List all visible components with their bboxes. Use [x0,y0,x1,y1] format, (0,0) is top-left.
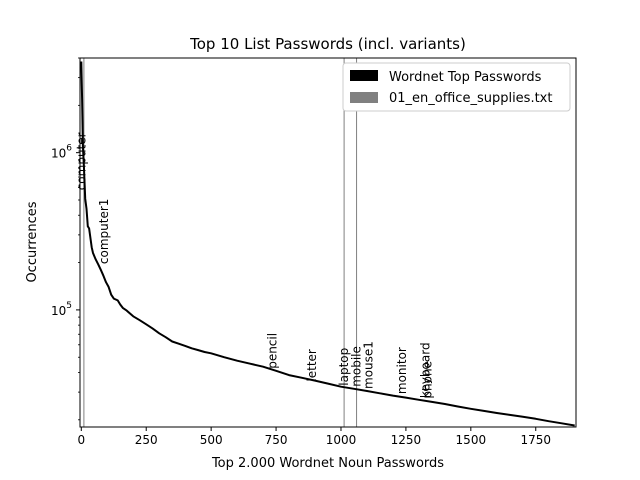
chart-title: Top 10 List Passwords (incl. variants) [189,35,466,53]
x-tick-label-4: 1000 [326,433,357,447]
annotation-keyboard: keyboard [418,342,432,398]
legend: Wordnet Top Passwords 01_en_office_suppl… [342,62,571,112]
x-tick-label-3: 750 [265,433,288,447]
x-tick-label-5: 1250 [391,433,422,447]
annotation-computer1: computer1 [97,199,111,265]
series-line-wordnet [80,61,575,427]
x-tick-label-2: 500 [200,433,223,447]
annotation-mouse1: mouse1 [361,341,375,389]
annotation-pencil: pencil [266,333,280,369]
legend-label-office-supplies: 01_en_office_supplies.txt [389,91,552,106]
y-tick-label-1: 106 [51,144,72,161]
y-tick-label-0: 105 [51,301,72,318]
legend-swatch-wordnet [350,70,378,81]
plot-frame [79,57,577,428]
annotation-mobile: mobile [350,346,364,387]
x-tick-label-6: 1500 [456,433,487,447]
y-tick-exponent-0: 5 [66,301,72,311]
annotation-phone: phone [421,361,435,399]
y-axis-label: Occurrences [25,201,40,282]
x-tick-label-0: 0 [77,433,85,447]
legend-box [342,62,571,112]
y-tick-base-0: 10 [51,304,66,318]
annotation-laptop: laptop [337,348,351,386]
legend-label-wordnet: Wordnet Top Passwords [389,70,542,85]
legend-swatch-office-supplies [350,92,378,103]
x-tick-label-7: 1750 [520,433,551,447]
annotation-computer: computer [74,132,88,190]
annotation-monitor: monitor [395,347,409,394]
x-tick-label-1: 250 [135,433,158,447]
annotation-letter: letter [305,349,319,382]
x-axis-label: Top 2.000 Wordnet Noun Passwords [211,456,444,471]
y-tick-base-1: 10 [51,147,66,161]
y-tick-exponent-1: 6 [66,144,72,154]
